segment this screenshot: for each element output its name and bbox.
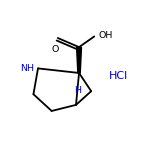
Polygon shape xyxy=(77,47,81,73)
Text: HCl: HCl xyxy=(109,71,128,81)
Text: H: H xyxy=(74,86,81,95)
Text: OH: OH xyxy=(98,31,112,40)
Text: O: O xyxy=(51,45,58,54)
Text: NH: NH xyxy=(20,64,34,73)
